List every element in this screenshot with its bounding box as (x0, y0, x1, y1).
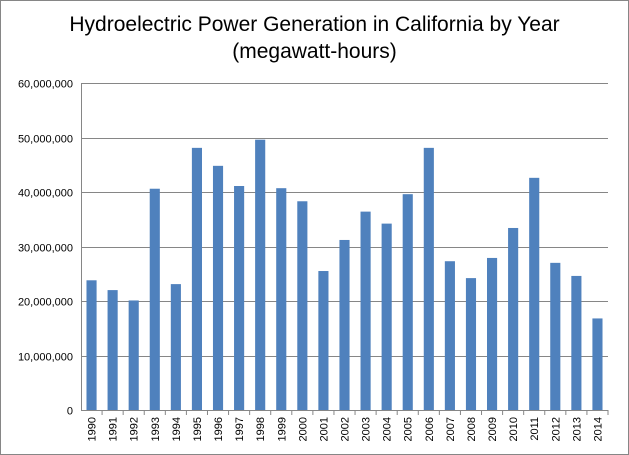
bar-1996 (212, 165, 224, 410)
bar-2014 (592, 318, 603, 410)
bar-1994 (170, 284, 181, 410)
y-tick-label: 10,000,000 (18, 352, 73, 364)
bar-2010 (508, 227, 519, 410)
x-tick-label: 1996 (213, 417, 225, 441)
bar-1990 (86, 280, 97, 410)
bar-1995 (191, 147, 202, 411)
x-tick-label: 2013 (571, 417, 583, 441)
bar-2009 (487, 257, 498, 410)
bar-1991 (107, 290, 118, 410)
bar-2000 (297, 201, 308, 410)
y-tick-label: 60,000,000 (18, 79, 73, 91)
y-tick-label: 0 (67, 406, 73, 418)
x-tick-label: 2001 (318, 417, 330, 441)
x-axis-tick-labels: 1990 1991 1992 1993 1994 1995 1996 1997 1998 1999… (87, 417, 605, 441)
x-tick-label: 1999 (276, 417, 288, 441)
x-tick-label: 2004 (382, 417, 394, 441)
x-tick-label: 1998 (255, 417, 267, 441)
x-tick-label: 2008 (466, 417, 478, 441)
x-tick-label: 1994 (171, 417, 183, 441)
bar-2004 (381, 223, 392, 410)
y-tick-label: 50,000,000 (18, 134, 73, 146)
bar-2006 (423, 147, 434, 411)
axes (81, 83, 609, 415)
x-tick-label: 2011 (529, 417, 541, 441)
x-tick-label: 1990 (87, 417, 99, 441)
x-tick-label: 2000 (297, 417, 309, 441)
x-tick-label: 1991 (108, 417, 120, 441)
bar-2003 (360, 211, 371, 410)
x-tick-label: 1995 (192, 417, 204, 441)
bar-2007 (444, 261, 455, 410)
x-tick-label: 2009 (487, 417, 499, 441)
x-tick-label: 1992 (129, 417, 141, 441)
bar-2001 (318, 271, 329, 410)
bar-2012 (550, 262, 561, 410)
x-tick-label: 2002 (340, 417, 352, 441)
bars (86, 139, 603, 411)
bar-1998 (255, 139, 266, 410)
y-tick-label: 40,000,000 (18, 188, 73, 200)
y-tick-label: 30,000,000 (18, 243, 73, 255)
x-tick-label: 1997 (234, 417, 246, 441)
x-tick-label: 2007 (445, 417, 457, 441)
x-tick-label: 2006 (424, 417, 436, 441)
x-tick-label: 2012 (550, 417, 562, 441)
x-tick-label: 1993 (150, 417, 162, 441)
bar-2002 (339, 239, 350, 410)
bar-2013 (571, 275, 582, 410)
y-tick-label: 20,000,000 (18, 297, 73, 309)
x-tick-label: 2014 (592, 417, 604, 441)
chart-title: Hydroelectric Power Generation in Califo… (69, 13, 560, 63)
bar-1992 (128, 300, 139, 410)
bar-1999 (276, 188, 287, 410)
bar-2008 (465, 278, 477, 410)
bar-2011 (529, 177, 540, 410)
x-tick-label: 2003 (361, 417, 373, 441)
bar-1993 (149, 188, 160, 410)
x-tick-label: 2010 (508, 417, 520, 441)
bar-2005 (402, 194, 413, 410)
y-axis-tick-labels: 0 10,000,000 20,000,000 30,000,000 40,000,00… (18, 79, 73, 418)
bar-1997 (234, 186, 245, 410)
x-tick-label: 2005 (403, 417, 415, 441)
